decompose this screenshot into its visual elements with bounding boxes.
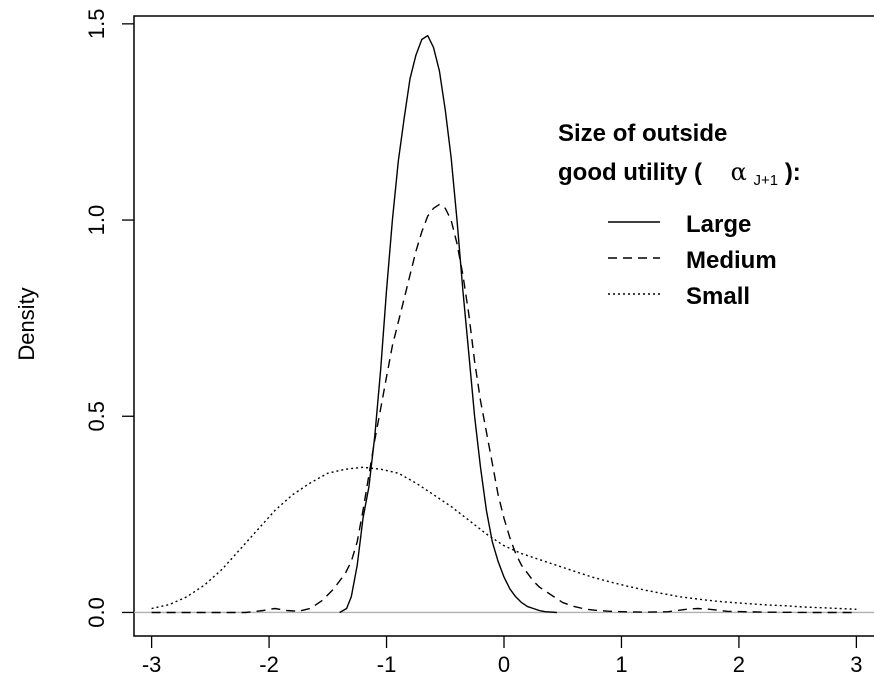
legend-label-small: Small [686, 283, 750, 310]
x-tick-label: 1 [615, 652, 627, 677]
y-tick-label: 0.5 [84, 401, 109, 432]
y-tick-label: 0.0 [84, 597, 109, 628]
y-axis-title: Density [14, 287, 39, 360]
x-tick-label: 2 [733, 652, 745, 677]
y-axis: 0.0 0.5 1.0 1.5 [84, 9, 134, 628]
x-tick-label: -3 [142, 652, 162, 677]
y-tick-label: 1.5 [84, 9, 109, 40]
x-tick-label: 0 [498, 652, 510, 677]
legend-label-medium: Medium [686, 247, 777, 274]
y-tick-label: 1.0 [84, 205, 109, 236]
series-line-small [151, 466, 857, 610]
legend: Size of outside good utility ( α J+1 ): … [558, 120, 801, 310]
legend-title-suffix: ): [785, 159, 801, 186]
alpha-symbol: α [731, 158, 747, 186]
x-tick-label: -1 [377, 652, 397, 677]
legend-title-line2: good utility ( α J+1 ): [558, 158, 801, 191]
series-line-medium [151, 203, 857, 614]
alpha-subscript: J+1 [754, 172, 779, 189]
x-axis: -3 -2 -1 0 1 2 3 [142, 636, 863, 677]
legend-title-prefix: good utility ( [558, 159, 702, 186]
x-tick-label: 3 [850, 652, 862, 677]
legend-label-large: Large [686, 211, 751, 238]
legend-title-line1: Size of outside [558, 120, 727, 147]
series-layer [151, 34, 857, 614]
series-line-large [339, 34, 557, 614]
x-tick-label: -2 [259, 652, 279, 677]
plot-frame [133, 15, 874, 637]
legend-items: Large Medium Small [608, 211, 777, 310]
